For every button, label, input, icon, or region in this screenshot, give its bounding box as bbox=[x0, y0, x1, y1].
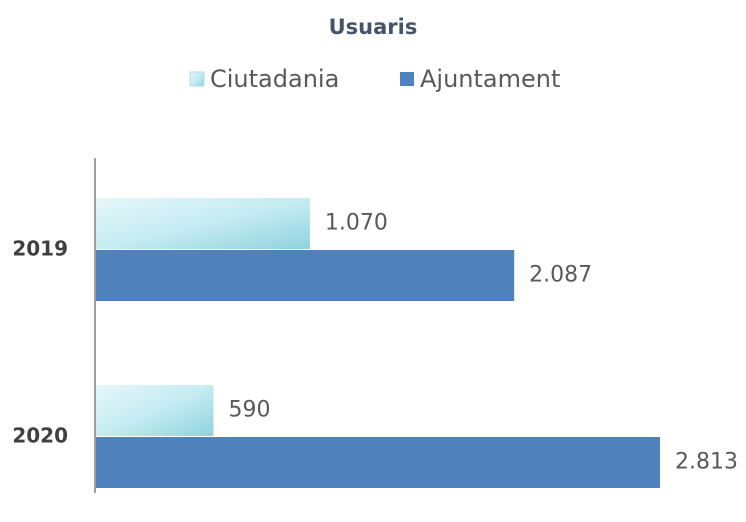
legend-swatch bbox=[189, 71, 205, 87]
chart-title: Usuaris bbox=[329, 15, 418, 39]
y-tick-label: 2020 bbox=[12, 424, 68, 448]
legend-label: Ciutadania bbox=[210, 65, 339, 93]
bar bbox=[96, 437, 660, 488]
bar bbox=[96, 198, 310, 249]
data-label: 2.087 bbox=[529, 263, 592, 288]
legend-label: Ajuntament bbox=[420, 65, 560, 93]
data-label: 590 bbox=[229, 398, 271, 423]
data-label: 2.813 bbox=[675, 450, 738, 475]
y-tick-label: 2019 bbox=[12, 237, 68, 261]
legend-swatch bbox=[400, 72, 414, 86]
data-label: 1.070 bbox=[325, 211, 388, 236]
bar bbox=[96, 250, 515, 301]
bar bbox=[96, 385, 214, 436]
